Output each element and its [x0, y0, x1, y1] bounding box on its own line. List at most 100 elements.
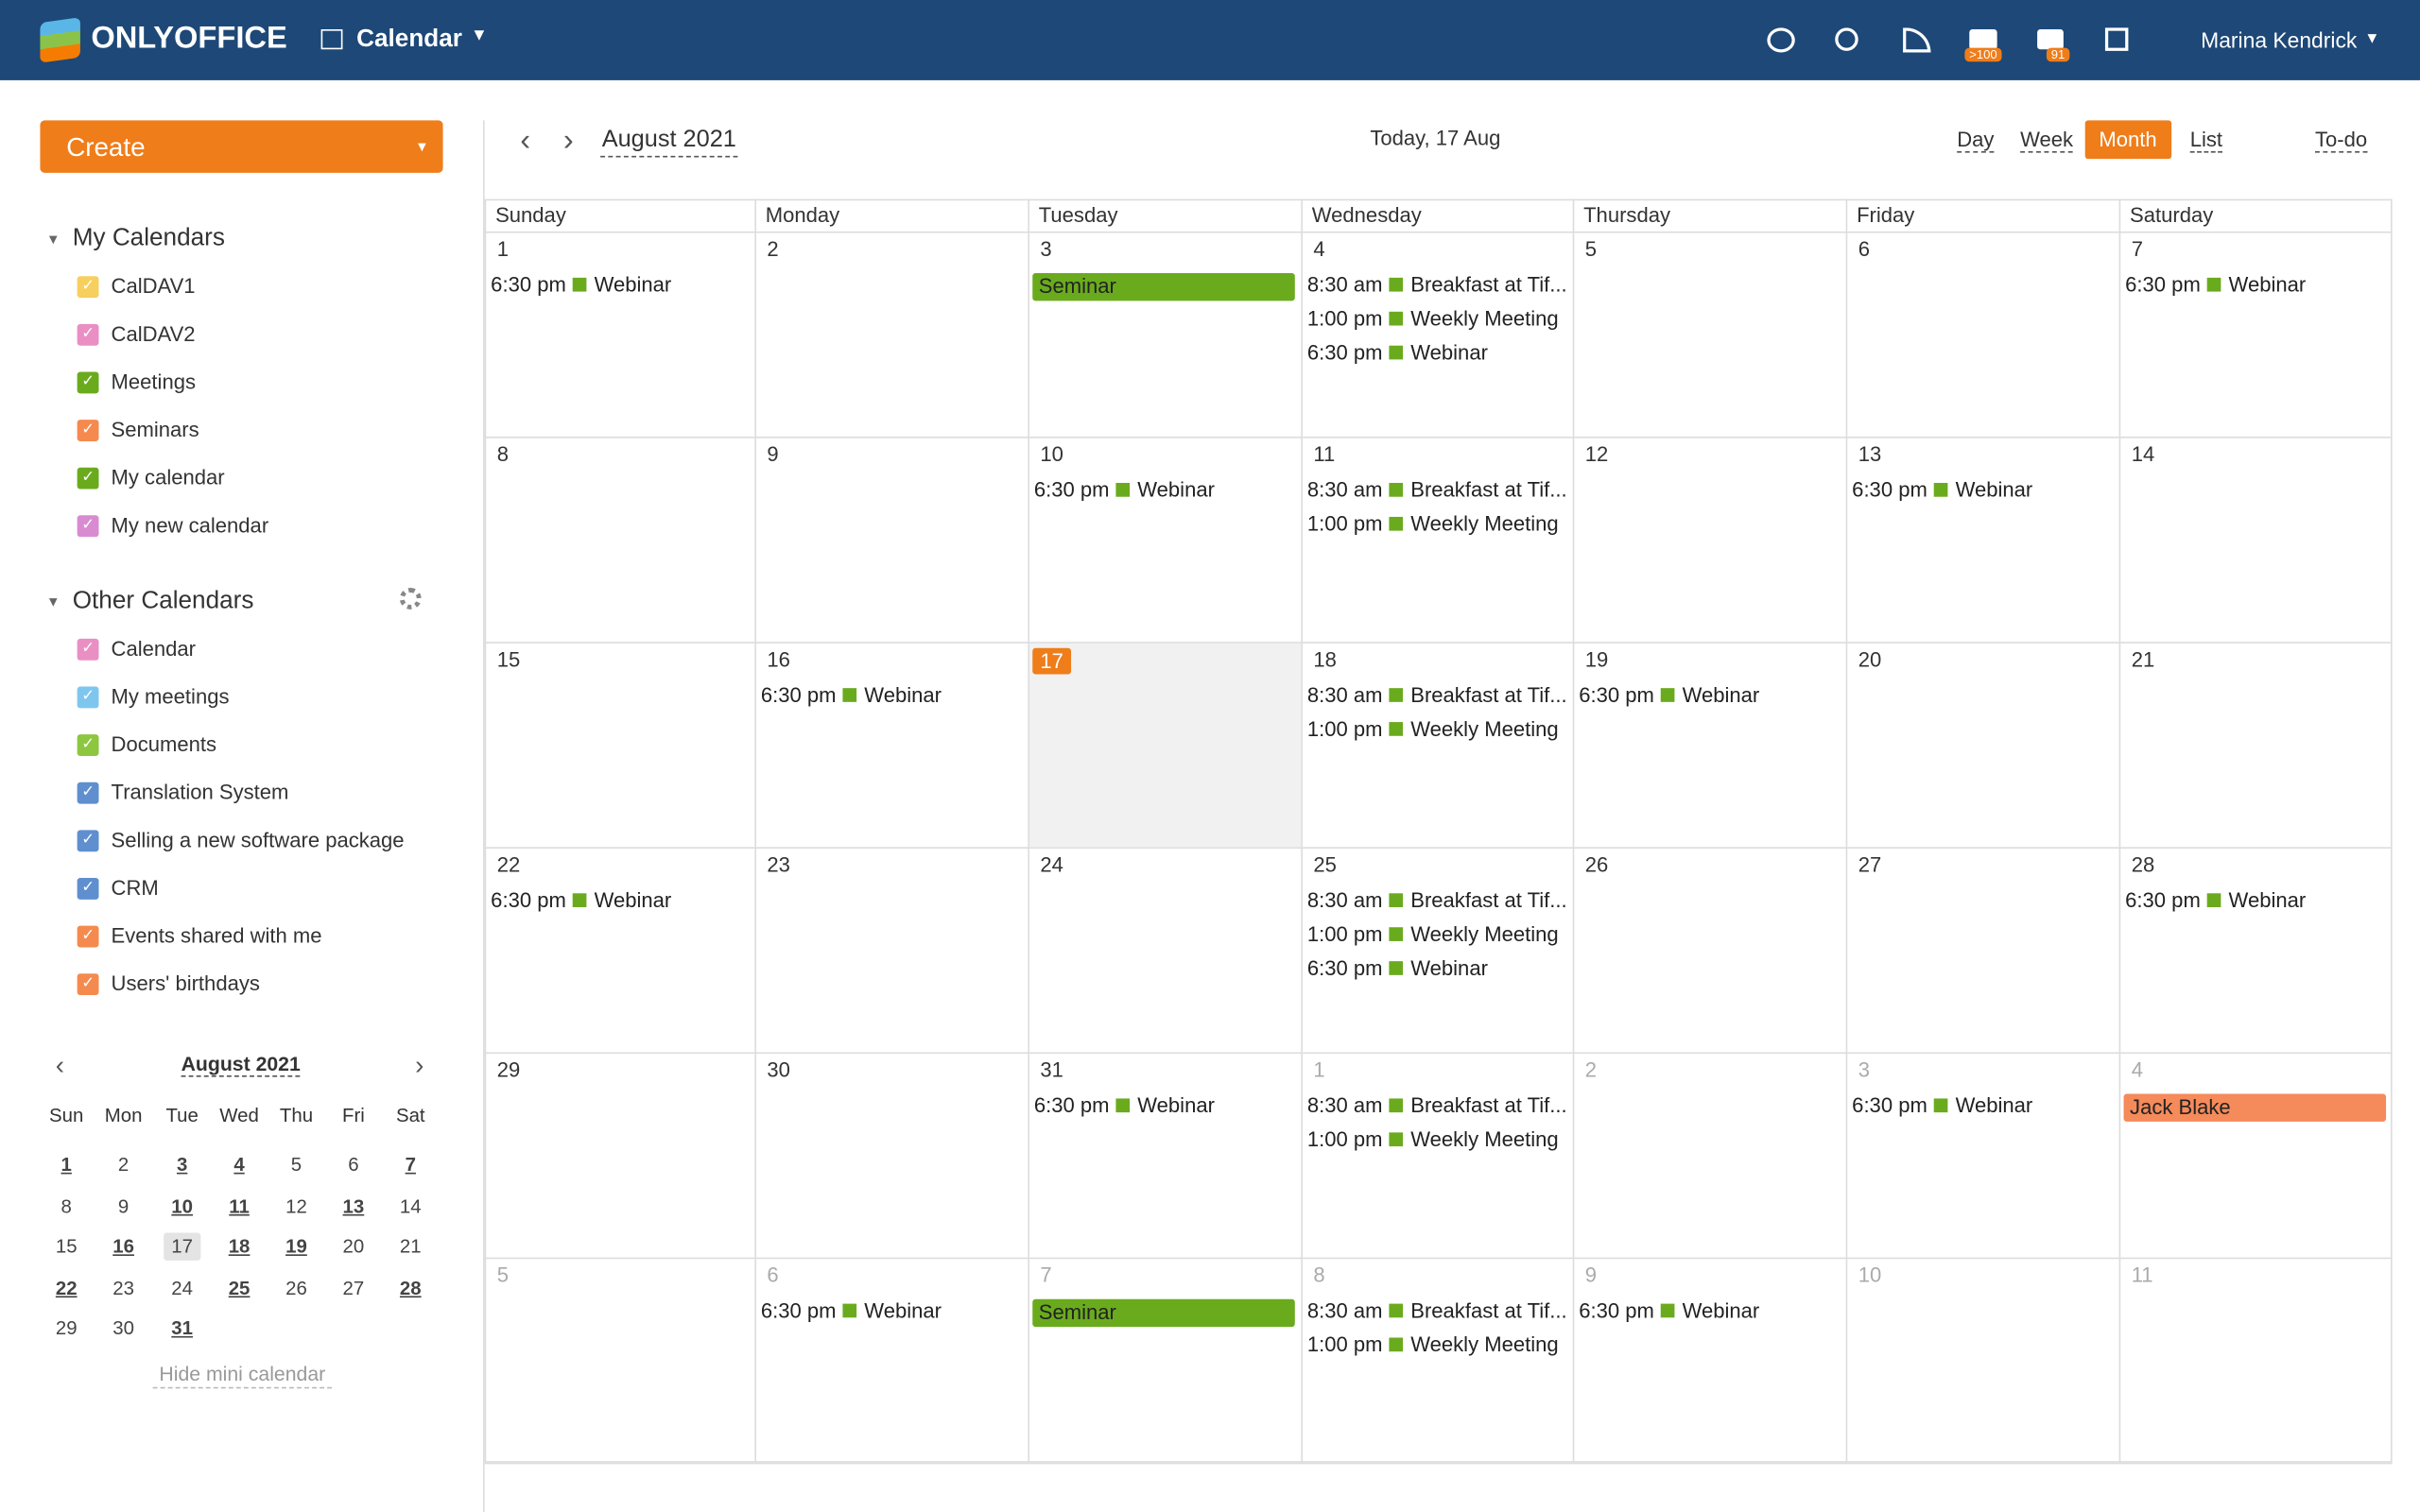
- mini-day[interactable]: 28: [399, 1277, 422, 1299]
- mini-day[interactable]: 25: [228, 1277, 251, 1299]
- day-number[interactable]: 9: [1584, 1263, 1598, 1287]
- event-title[interactable]: Breakfast at Tif...: [1410, 478, 1567, 502]
- mini-day[interactable]: 7: [405, 1154, 416, 1177]
- event-bar[interactable]: [1032, 272, 1295, 301]
- mini-day[interactable]: 30: [112, 1317, 134, 1340]
- day-number[interactable]: 6: [767, 1263, 779, 1287]
- calendar-checkbox[interactable]: ✓: [77, 734, 99, 756]
- day-number[interactable]: 31: [1040, 1057, 1063, 1082]
- day-number[interactable]: 13: [1858, 442, 1882, 467]
- day-number[interactable]: 4: [1313, 237, 1325, 261]
- event-title[interactable]: Webinar: [594, 888, 672, 912]
- hide-mini-calendar[interactable]: Hide mini calendar: [159, 1362, 326, 1386]
- module-caret[interactable]: ▼: [470, 26, 488, 45]
- event-title[interactable]: Webinar: [1955, 1093, 2033, 1118]
- mini-prev[interactable]: ‹: [55, 1050, 65, 1080]
- day-number[interactable]: 7: [2131, 237, 2143, 261]
- calendar-name[interactable]: My meetings: [111, 684, 230, 709]
- month-title[interactable]: August 2021: [601, 126, 736, 153]
- group-caret[interactable]: ▼: [45, 593, 60, 610]
- event-time[interactable]: 1:00 pm: [1306, 1127, 1383, 1151]
- event-time[interactable]: 1:00 pm: [1306, 1332, 1383, 1357]
- mini-day[interactable]: 23: [112, 1277, 134, 1299]
- event-title[interactable]: Webinar: [1410, 340, 1488, 365]
- chat-icon[interactable]: [2037, 29, 2064, 50]
- logo[interactable]: ONLYOFFICE: [91, 21, 287, 56]
- calendar-name[interactable]: Meetings: [111, 369, 196, 394]
- mini-day[interactable]: 11: [229, 1194, 250, 1217]
- event-title[interactable]: Weekly Meeting: [1410, 306, 1559, 331]
- event-title[interactable]: Weekly Meeting: [1410, 922, 1559, 946]
- calendar-name[interactable]: Events shared with me: [111, 923, 322, 948]
- event-title[interactable]: Webinar: [864, 683, 942, 707]
- event-time[interactable]: 6:30 pm: [491, 888, 566, 912]
- create-caret[interactable]: ▼: [415, 138, 429, 155]
- event-time[interactable]: 6:30 pm: [1852, 478, 1927, 502]
- mini-day[interactable]: 20: [342, 1236, 365, 1258]
- todo-button[interactable]: To-do: [2314, 128, 2368, 153]
- day-number[interactable]: 9: [767, 442, 779, 467]
- event-title[interactable]: Weekly Meeting: [1410, 717, 1559, 741]
- event-time[interactable]: 8:30 am: [1306, 272, 1383, 297]
- event-time[interactable]: 6:30 pm: [1579, 683, 1654, 707]
- view-button[interactable]: Month: [2084, 120, 2171, 160]
- mini-day[interactable]: 13: [342, 1194, 365, 1217]
- mini-day[interactable]: 4: [233, 1154, 245, 1177]
- day-number[interactable]: 19: [1584, 647, 1609, 672]
- event-title[interactable]: Weekly Meeting: [1410, 1332, 1559, 1357]
- day-number[interactable]: 29: [496, 1057, 521, 1082]
- mini-day[interactable]: 14: [399, 1194, 422, 1217]
- day-number[interactable]: 5: [1584, 237, 1598, 261]
- calendar-checkbox[interactable]: ✓: [77, 323, 99, 346]
- calendar-checkbox[interactable]: ✓: [77, 420, 99, 441]
- day-number[interactable]: 11: [1313, 442, 1336, 467]
- calendar-name[interactable]: Documents: [111, 732, 217, 756]
- module-name[interactable]: Calendar: [356, 26, 462, 53]
- prev-month[interactable]: ‹: [520, 123, 531, 158]
- day-number[interactable]: 10: [1858, 1263, 1882, 1287]
- calendar-name[interactable]: CalDAV1: [111, 274, 196, 299]
- settings-icon[interactable]: [399, 588, 422, 610]
- event-title[interactable]: Breakfast at Tif...: [1410, 888, 1567, 912]
- event-title[interactable]: Breakfast at Tif...: [1410, 1093, 1567, 1118]
- event-time[interactable]: 8:30 am: [1306, 1298, 1383, 1323]
- day-number[interactable]: 14: [2131, 442, 2155, 467]
- event-time[interactable]: 6:30 pm: [1306, 956, 1383, 980]
- day-number[interactable]: 30: [767, 1057, 790, 1082]
- event-time[interactable]: 6:30 pm: [1033, 478, 1110, 502]
- mini-day[interactable]: 22: [55, 1277, 78, 1299]
- event-time[interactable]: 8:30 am: [1306, 1093, 1383, 1118]
- today-label[interactable]: Today, 17 Aug: [1370, 126, 1501, 150]
- today-cell[interactable]: [1028, 643, 1302, 848]
- mini-day[interactable]: 10: [171, 1194, 194, 1217]
- feed-icon[interactable]: [1903, 27, 1931, 53]
- event-bar[interactable]: [2123, 1093, 2387, 1122]
- day-number[interactable]: 1: [496, 237, 509, 261]
- mini-day[interactable]: 18: [228, 1236, 251, 1258]
- event-time[interactable]: 6:30 pm: [760, 1298, 837, 1323]
- calendar-checkbox[interactable]: ✓: [77, 686, 99, 709]
- payments-icon[interactable]: [1767, 27, 1795, 53]
- mini-day[interactable]: 17: [164, 1232, 201, 1262]
- day-number[interactable]: 21: [2131, 647, 2155, 672]
- event-title[interactable]: Webinar: [1682, 1298, 1760, 1323]
- calendar-checkbox[interactable]: ✓: [77, 830, 99, 852]
- day-number[interactable]: 25: [1313, 852, 1337, 877]
- day-number[interactable]: 10: [1040, 442, 1063, 467]
- calendar-icon[interactable]: [2104, 27, 2129, 51]
- search-icon[interactable]: [1835, 27, 1858, 51]
- calendar-checkbox[interactable]: ✓: [77, 638, 99, 661]
- mini-day[interactable]: 15: [55, 1236, 78, 1258]
- event-title[interactable]: Breakfast at Tif...: [1410, 272, 1567, 297]
- day-number[interactable]: 12: [1584, 442, 1609, 467]
- day-number[interactable]: 7: [1040, 1263, 1052, 1287]
- day-number[interactable]: 8: [1313, 1263, 1325, 1287]
- calendar-checkbox[interactable]: ✓: [77, 782, 99, 804]
- mini-title[interactable]: August 2021: [181, 1052, 301, 1077]
- mini-day[interactable]: 27: [342, 1277, 365, 1299]
- mini-day[interactable]: 3: [176, 1154, 188, 1177]
- day-number[interactable]: 2: [1584, 1057, 1598, 1082]
- next-month[interactable]: ›: [562, 123, 574, 158]
- mini-day[interactable]: 31: [171, 1317, 194, 1340]
- day-number[interactable]: 23: [767, 852, 790, 877]
